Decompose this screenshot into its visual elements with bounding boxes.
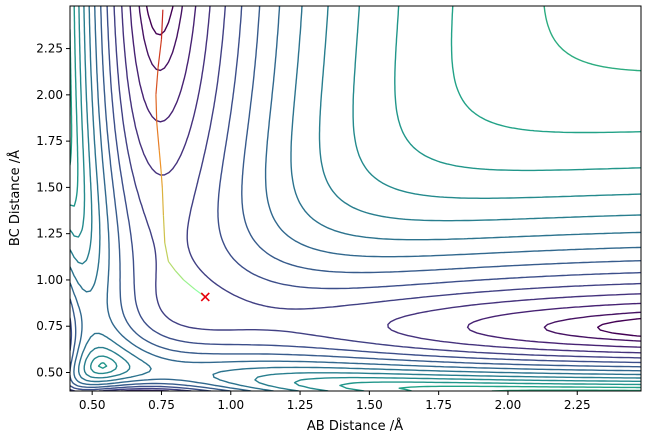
trajectory-segment [155,67,159,95]
contour-level [145,6,641,337]
x-tick-label: 0.75 [148,398,175,412]
trajectory-segment [161,187,165,216]
contour-level [129,6,641,348]
x-tick-label: 1.00 [217,398,244,412]
contour-level [70,6,641,391]
y-axis-label: BC Distance /Å [7,150,23,246]
y-tick-label: 0.50 [36,365,63,379]
x-tick-label: 2.00 [495,398,522,412]
y-axis-ticks: 0.50 0.75 1.00 1.25 1.50 1.75 2.00 2.25 [36,42,70,379]
x-tick-label: 1.50 [356,398,383,412]
y-tick-label: 0.75 [36,319,63,333]
y-tick-label: 1.75 [36,134,63,148]
y-tick-label: 2.00 [36,88,63,102]
contour-level [70,6,641,391]
y-tick-label: 1.50 [36,180,63,194]
plot-frame [69,5,642,392]
trajectory-segment [155,94,158,123]
trajectory-segment [174,270,185,281]
contour-level [491,6,641,391]
trajectory-segment [160,168,163,188]
contour-level [70,6,641,391]
trajectory-segment [158,150,162,169]
trajectory-segment [162,215,166,243]
contour-level [70,6,641,391]
y-tick-label: 1.00 [36,273,63,287]
x-tick-label: 1.75 [425,398,452,412]
trajectory-segment [156,122,160,151]
contour-level [70,6,641,391]
contour-level [70,6,641,391]
x-tick-label: 2.25 [564,398,591,412]
y-tick-label: 1.25 [36,227,63,241]
trajectory-segment [164,242,169,262]
contour-level [70,6,641,391]
trajectory-segment [183,279,196,290]
trajectory-segment [167,261,176,272]
x-axis-label: AB Distance /Å [307,418,403,434]
ts-marker-stroke [200,292,210,302]
transition-state-marker [200,292,210,302]
trajectory-segment [157,39,163,68]
contour-level [70,6,641,391]
x-axis-ticks: 0.50 0.75 1.00 1.25 1.50 1.75 2.00 2.25 [79,391,591,412]
contour-lines [70,6,641,391]
trajectory-segment [160,9,164,40]
x-tick-label: 1.25 [287,398,314,412]
x-tick-label: 0.50 [79,398,106,412]
y-tick-label: 2.25 [36,42,63,56]
